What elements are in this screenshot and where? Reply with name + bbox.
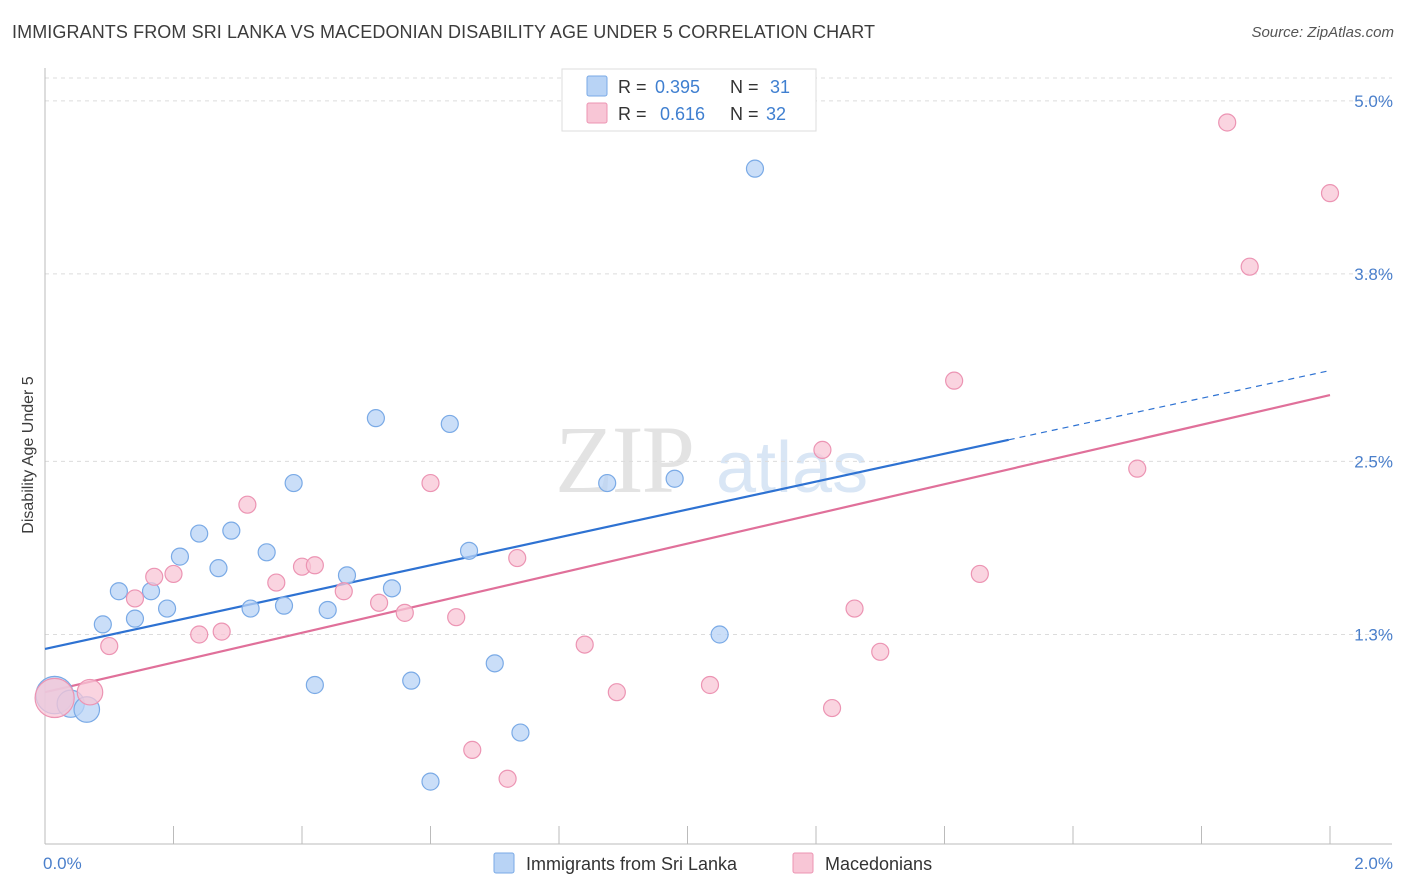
legend-n-value-2: 32 (766, 104, 786, 124)
point-macedonians (463, 740, 482, 759)
point-macedonians (845, 599, 864, 618)
point-macedonians (1320, 184, 1340, 203)
point-macedonians (421, 473, 440, 493)
series-label-macedonians: Macedonians (825, 854, 932, 874)
point-sri-lanka (710, 625, 729, 644)
point-sri-lanka (109, 582, 128, 601)
series-label-sri-lanka: Immigrants from Sri Lanka (526, 854, 738, 874)
point-sri-lanka (366, 409, 385, 428)
point-sri-lanka (459, 541, 479, 560)
y-tick-label: 3.8% (1354, 265, 1393, 284)
point-macedonians (370, 593, 389, 612)
point-sri-lanka (209, 559, 228, 578)
point-macedonians (1128, 459, 1147, 478)
legend-r-value-1: 0.395 (655, 77, 700, 97)
point-macedonians (164, 564, 183, 584)
legend-n-label-1: N = (730, 77, 759, 97)
watermark-zip: ZIP (555, 406, 693, 513)
legend-n-label-2: N = (730, 104, 759, 124)
data-points (34, 113, 1340, 791)
point-sri-lanka (257, 543, 276, 562)
x-tick-label: 2.0% (1354, 854, 1393, 873)
trend-line-macedonians (44, 394, 1331, 694)
point-macedonians (267, 573, 286, 592)
point-macedonians (145, 567, 164, 586)
point-macedonians (508, 548, 527, 568)
point-macedonians (1218, 113, 1237, 132)
tick-labels: 1.3% 2.5% 3.8% 5.0% 0.0% 2.0% (43, 92, 1393, 873)
point-macedonians (190, 625, 209, 644)
series-swatch-pink (792, 852, 814, 874)
point-macedonians (334, 582, 353, 601)
point-macedonians (871, 642, 890, 661)
point-sri-lanka (485, 654, 504, 673)
point-sri-lanka (598, 473, 617, 493)
point-macedonians (212, 622, 231, 641)
legend-r-value-2: 0.616 (660, 104, 705, 124)
point-sri-lanka (440, 414, 459, 434)
source-credit: Source: ZipAtlas.com (1251, 24, 1394, 41)
point-sri-lanka (402, 671, 421, 690)
y-axis-label: Disability Age Under 5 (20, 376, 37, 534)
point-sri-lanka (125, 609, 145, 628)
point-macedonians (970, 564, 989, 584)
point-macedonians (813, 440, 832, 459)
y-tick-label: 1.3% (1354, 626, 1393, 645)
point-sri-lanka (382, 579, 402, 598)
point-macedonians (34, 677, 75, 719)
point-macedonians (822, 698, 842, 718)
point-sri-lanka (421, 772, 440, 791)
point-macedonians (498, 769, 517, 788)
point-macedonians (447, 608, 466, 627)
legend-n-value-1: 31 (770, 77, 790, 97)
point-sri-lanka (241, 599, 260, 618)
trend-line-sri-lanka (44, 438, 1009, 650)
point-macedonians (305, 556, 324, 575)
point-sri-lanka (665, 469, 684, 488)
point-sri-lanka (284, 473, 303, 493)
x-tick-label: 0.0% (43, 854, 82, 873)
point-sri-lanka (190, 524, 209, 543)
point-sri-lanka (511, 723, 530, 742)
point-sri-lanka (305, 675, 324, 695)
point-sri-lanka (745, 159, 765, 178)
point-sri-lanka (93, 615, 112, 634)
point-macedonians (76, 678, 104, 706)
point-macedonians (700, 675, 720, 695)
legend-swatch-blue (586, 75, 608, 97)
point-macedonians (575, 635, 594, 654)
series-swatch-blue (493, 852, 515, 874)
point-sri-lanka (318, 600, 337, 620)
correlation-legend: R = 0.395 N = 31 R = 0.616 N = 32 (561, 68, 817, 132)
y-tick-label: 2.5% (1354, 452, 1393, 471)
point-macedonians (125, 589, 145, 608)
point-macedonians (238, 495, 257, 514)
point-sri-lanka (222, 521, 241, 540)
point-macedonians (945, 371, 964, 390)
legend-r-label-2: R = (618, 104, 647, 124)
point-macedonians (395, 603, 414, 622)
point-sri-lanka (274, 596, 294, 615)
chart-title: IMMIGRANTS FROM SRI LANKA VS MACEDONIAN … (12, 22, 876, 42)
gridlines (45, 77, 1392, 635)
point-macedonians (607, 683, 626, 702)
y-tick-label: 5.0% (1354, 92, 1393, 111)
point-sri-lanka (170, 547, 190, 566)
watermark-atlas: atlas (716, 428, 868, 508)
point-macedonians (100, 636, 119, 656)
point-sri-lanka (157, 599, 177, 618)
legend-swatch-pink (586, 102, 608, 124)
trend-lines (44, 369, 1331, 694)
series-legend: Immigrants from Sri Lanka Macedonians (493, 852, 932, 874)
point-sri-lanka (337, 566, 357, 585)
point-macedonians (1240, 257, 1259, 276)
legend-r-label-1: R = (618, 77, 647, 97)
